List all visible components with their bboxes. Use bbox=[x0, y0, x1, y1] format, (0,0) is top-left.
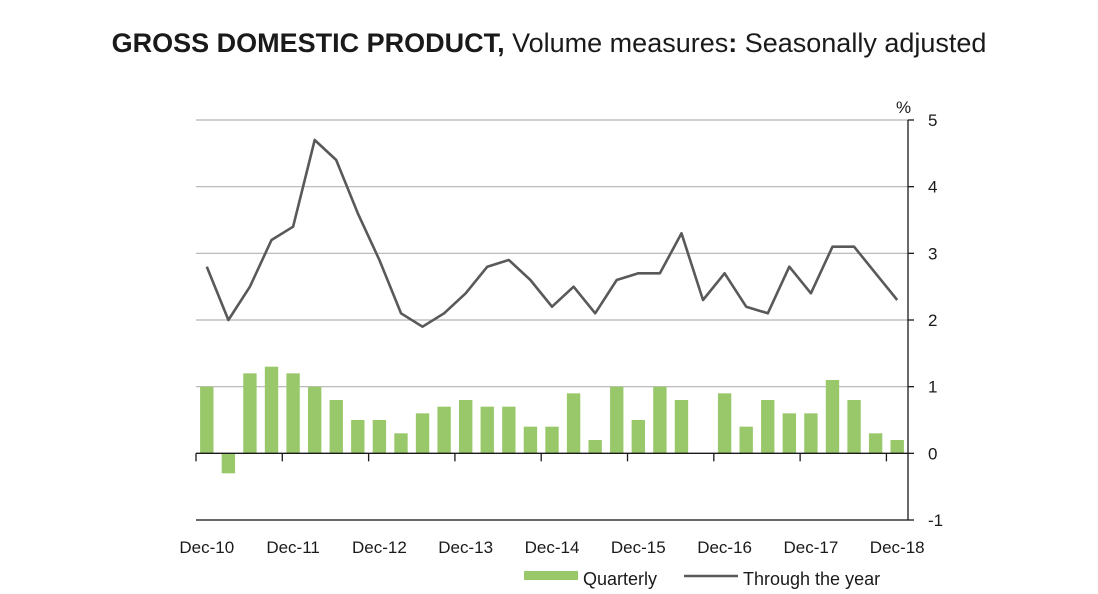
quarterly-bar bbox=[286, 373, 300, 454]
quarterly-bar bbox=[523, 426, 538, 454]
x-tick-label: Dec-15 bbox=[611, 538, 666, 557]
quarterly-bar bbox=[631, 420, 645, 454]
quarterly-bar bbox=[782, 413, 797, 454]
quarterly-bar bbox=[459, 400, 473, 454]
quarterly-bar bbox=[394, 433, 408, 454]
quarterly-bar bbox=[264, 366, 279, 454]
quarterly-bar bbox=[825, 380, 840, 454]
y-tick-label: 4 bbox=[928, 178, 937, 197]
quarterly-bar bbox=[437, 406, 451, 454]
y-tick-label: 3 bbox=[928, 244, 937, 263]
quarterly-bar bbox=[200, 386, 214, 454]
through-the-year-line-group bbox=[205, 138, 899, 329]
x-tick-label: Dec-10 bbox=[179, 538, 234, 557]
quarterly-bar bbox=[890, 440, 904, 454]
quarterly-bar bbox=[307, 386, 322, 454]
y-tick-label: 0 bbox=[928, 444, 937, 463]
through-the-year-line bbox=[205, 138, 899, 329]
x-tick-label: Dec-14 bbox=[525, 538, 580, 557]
quarterly-bar bbox=[739, 426, 753, 454]
y-tick-label: 1 bbox=[928, 378, 937, 397]
legend-swatch-quarterly bbox=[524, 571, 578, 580]
x-tick-label: Dec-12 bbox=[352, 538, 407, 557]
quarterly-bar bbox=[761, 400, 775, 454]
x-tick-label: Dec-18 bbox=[870, 538, 925, 557]
legend-label-through-the-year: Through the year bbox=[743, 569, 880, 589]
quarterly-bar bbox=[610, 386, 624, 454]
tick-labels: -1 0 1 2 3 4 5% Dec-10 Dec-11 Dec-12 Dec-13 Dec-14 D… bbox=[179, 98, 943, 557]
chart-title: GROSS DOMESTIC PRODUCT, Volume measures:… bbox=[0, 28, 1098, 59]
quarterly-bar bbox=[847, 400, 861, 454]
quarterly-bar bbox=[588, 440, 602, 454]
quarterly-bar bbox=[372, 420, 387, 454]
quarterly-bar bbox=[566, 393, 581, 454]
legend-label-quarterly: Quarterly bbox=[583, 569, 657, 589]
quarterly-bar bbox=[221, 453, 236, 474]
x-tick-label: Dec-17 bbox=[784, 538, 839, 557]
y-tick-label: 5 bbox=[928, 111, 937, 130]
quarterly-bar bbox=[717, 393, 732, 454]
title-colon: : bbox=[728, 28, 738, 58]
axes bbox=[195, 119, 914, 521]
quarterly-bar bbox=[868, 433, 883, 454]
gridlines bbox=[196, 119, 908, 521]
quarterly-bar bbox=[415, 413, 430, 454]
quarterly-bar bbox=[545, 426, 559, 454]
title-part-adjusted: Seasonally adjusted bbox=[737, 28, 987, 58]
quarterly-bar bbox=[804, 413, 818, 454]
quarterly-bar bbox=[351, 420, 365, 454]
quarterly-bar bbox=[243, 373, 257, 454]
y-unit-label: % bbox=[896, 98, 911, 117]
quarterly-bar bbox=[480, 406, 494, 454]
x-tick-label: Dec-11 bbox=[266, 538, 320, 557]
x-tick-label: Dec-16 bbox=[697, 538, 752, 557]
quarterly-bar bbox=[502, 406, 516, 454]
y-tick-label: -1 bbox=[928, 511, 943, 530]
quarterly-bars bbox=[200, 366, 904, 474]
legend: Quarterly Through the year bbox=[524, 569, 880, 589]
quarterly-bar bbox=[674, 400, 689, 454]
quarterly-bar bbox=[329, 400, 343, 454]
title-bold-part: GROSS DOMESTIC PRODUCT, bbox=[111, 28, 505, 58]
title-part-measures: Volume measures bbox=[504, 28, 729, 58]
quarterly-bar bbox=[653, 386, 667, 454]
x-tick-label: Dec-13 bbox=[438, 538, 493, 557]
y-tick-label: 2 bbox=[928, 311, 937, 330]
